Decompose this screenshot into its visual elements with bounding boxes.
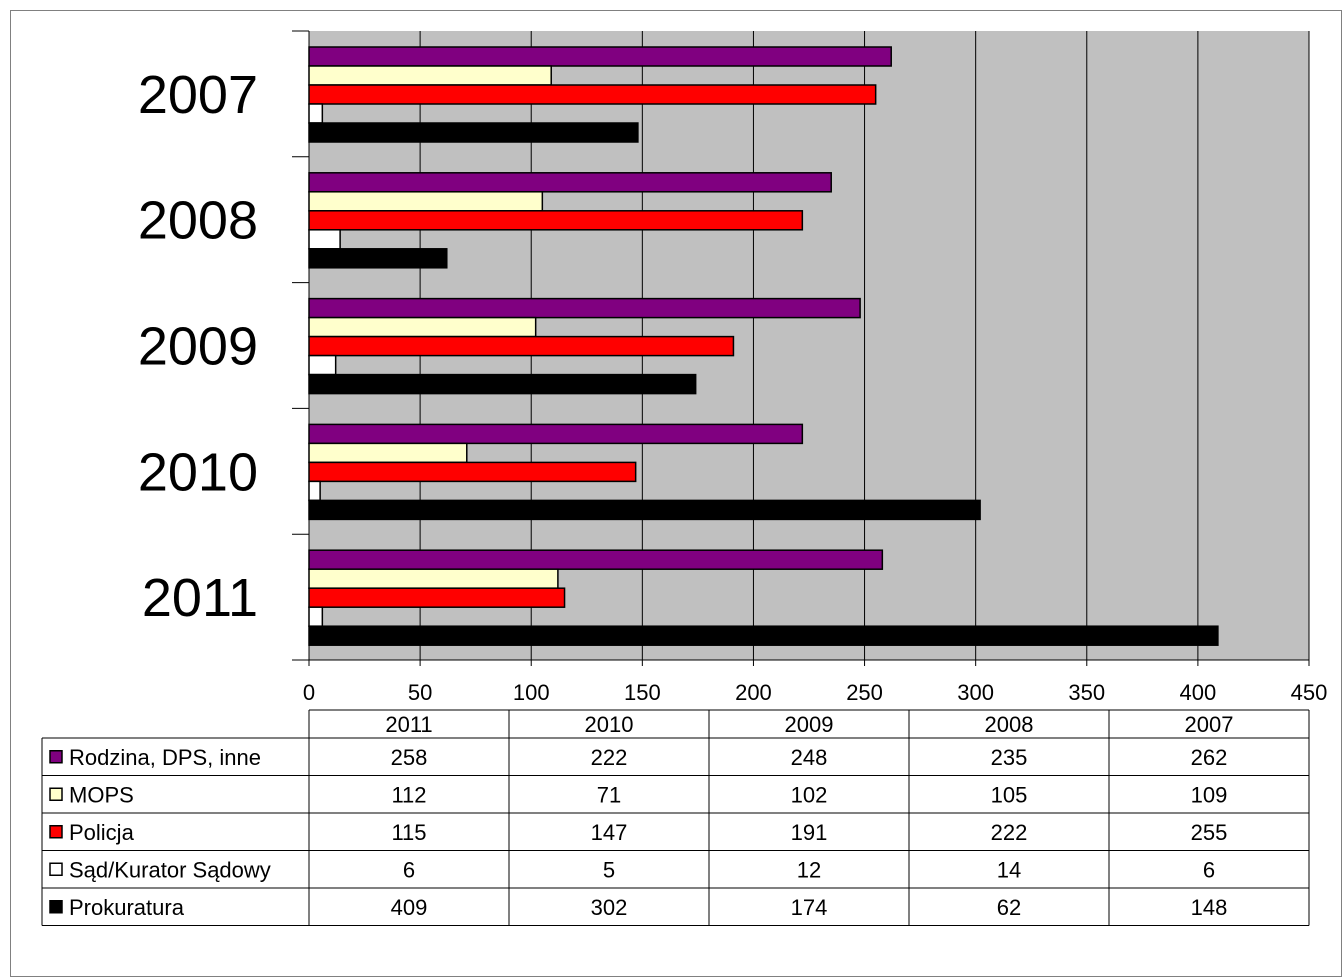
bar <box>308 335 735 357</box>
bar <box>308 373 697 395</box>
table-cell: 115 <box>391 820 426 845</box>
bar <box>308 297 861 319</box>
legend-swatch <box>49 825 63 839</box>
table-cell: 105 <box>991 782 1028 807</box>
bar <box>308 423 804 445</box>
table-cell: 112 <box>391 782 426 807</box>
legend-label: MOPS <box>69 782 134 807</box>
category-label: 2008 <box>138 191 258 251</box>
table-cell: 109 <box>1191 782 1228 807</box>
bar <box>308 122 639 143</box>
table-cell: 6 <box>403 857 415 882</box>
legend-swatch <box>49 900 63 914</box>
x-tick-label: 100 <box>513 680 550 705</box>
table-cell: 62 <box>997 895 1021 920</box>
table-cell: 191 <box>791 820 828 845</box>
bar <box>308 210 804 231</box>
bar <box>308 84 877 105</box>
x-tick-label: 450 <box>1291 680 1328 705</box>
legend-label: Sąd/Kurator Sądowy <box>69 857 271 882</box>
bar <box>308 103 324 124</box>
bar <box>308 625 1219 646</box>
bar <box>308 229 341 250</box>
bar <box>308 480 321 502</box>
category-label: 2011 <box>142 568 258 628</box>
bar <box>308 442 468 464</box>
x-tick-label: 400 <box>1180 680 1217 705</box>
bar <box>308 549 884 570</box>
x-tick-label: 300 <box>957 680 994 705</box>
x-tick-label: 250 <box>846 680 883 705</box>
bar <box>308 248 448 269</box>
x-tick-label: 350 <box>1068 680 1105 705</box>
legend-swatch <box>49 787 63 801</box>
table-cell: 222 <box>591 745 628 770</box>
bar <box>308 191 544 212</box>
table-header-label: 2007 <box>1185 712 1234 737</box>
x-tick-label: 0 <box>303 680 315 705</box>
table-cell: 14 <box>997 857 1021 882</box>
table-cell: 248 <box>791 745 828 770</box>
x-tick-label: 150 <box>624 680 661 705</box>
table-header-label: 2010 <box>585 712 634 737</box>
bar <box>308 587 566 608</box>
legend-swatch <box>49 750 63 764</box>
table-cell: 71 <box>597 782 621 807</box>
table-cell: 409 <box>391 895 428 920</box>
table-cell: 5 <box>603 857 615 882</box>
bar <box>308 316 537 338</box>
table-header-label: 2009 <box>785 712 834 737</box>
x-tick-label: 200 <box>735 680 772 705</box>
bar <box>308 65 552 86</box>
table-header-label: 2011 <box>385 712 432 737</box>
table-cell: 147 <box>591 820 628 845</box>
category-label: 2007 <box>138 65 258 125</box>
table-cell: 12 <box>797 857 821 882</box>
legend-swatch <box>49 862 63 876</box>
table-cell: 102 <box>791 782 828 807</box>
legend-label: Prokuratura <box>69 895 185 920</box>
category-label: 2009 <box>138 317 258 377</box>
legend-label: Rodzina, DPS, inne <box>69 745 261 770</box>
table-cell: 222 <box>991 820 1028 845</box>
bar <box>308 568 559 589</box>
table-cell: 148 <box>1191 895 1228 920</box>
bar <box>308 354 337 376</box>
table-cell: 6 <box>1203 857 1215 882</box>
table-cell: 258 <box>391 745 428 770</box>
x-tick-label: 50 <box>408 680 432 705</box>
bar <box>308 461 637 483</box>
bar <box>308 499 981 521</box>
bar <box>308 172 832 193</box>
category-label: 2010 <box>138 442 258 502</box>
table-cell: 235 <box>991 745 1028 770</box>
table-cell: 174 <box>791 895 828 920</box>
table-cell: 262 <box>1191 745 1228 770</box>
table-cell: 255 <box>1191 820 1228 845</box>
bar <box>308 46 892 67</box>
legend-label: Policja <box>69 820 135 845</box>
bar <box>308 606 324 627</box>
table-cell: 302 <box>591 895 628 920</box>
table-header-label: 2008 <box>985 712 1034 737</box>
